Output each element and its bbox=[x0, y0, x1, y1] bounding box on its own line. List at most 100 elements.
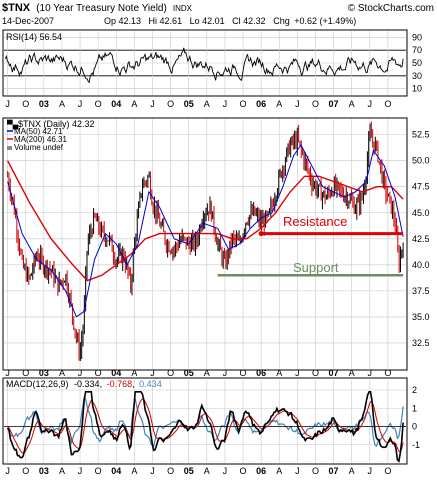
price-panel bbox=[2, 117, 408, 371]
price-tick-label: 32.5 bbox=[412, 338, 430, 348]
rsi-title: RSI(14) 56.54 bbox=[6, 32, 62, 42]
macd-x-tick-label: O bbox=[95, 466, 102, 476]
macd-x-tick-label: J bbox=[295, 466, 300, 476]
price-x-tick-label: J bbox=[5, 368, 10, 378]
resistance-start bbox=[258, 231, 264, 237]
macd-plot bbox=[4, 380, 406, 463]
ma50-line bbox=[7, 144, 404, 318]
price-x-tick-label: A bbox=[349, 368, 355, 378]
rsi-x-tick-label: J bbox=[5, 99, 10, 109]
rsi-x-tick-label: O bbox=[167, 99, 174, 109]
rsi-x-tick-label: A bbox=[131, 99, 137, 109]
price-legend: ▀▄ $TNX (Daily) 42.32 MA(50) 42.71 MA(20… bbox=[7, 119, 95, 152]
rsi-x-tick-label: 05 bbox=[184, 99, 194, 109]
macd-x-tick-label: A bbox=[276, 466, 282, 476]
rsi-x-tick-label: O bbox=[384, 99, 391, 109]
price-x-tick-label: O bbox=[384, 368, 391, 378]
rsi-x-tick-label: J bbox=[368, 99, 373, 109]
rsi-x-tick-label: 03 bbox=[39, 99, 49, 109]
macd-x-tick-label: A bbox=[204, 466, 210, 476]
svg-text:▀▄: ▀▄ bbox=[7, 119, 19, 130]
macd-tick-label: 0 bbox=[412, 422, 417, 432]
price-tick-label: 35.0 bbox=[412, 312, 430, 322]
price-x-tick-label: J bbox=[150, 368, 155, 378]
macd-x-tick-label: A bbox=[131, 466, 137, 476]
macd-x-tick-label: O bbox=[312, 466, 319, 476]
price-tick-label: 50.0 bbox=[412, 156, 430, 166]
rsi-x-tick-label: O bbox=[22, 99, 29, 109]
rsi-x-tick-label: A bbox=[59, 99, 65, 109]
macd-x-tick-label: O bbox=[167, 466, 174, 476]
macd-x-tick-label: O bbox=[240, 466, 247, 476]
price-x-tick-label: J bbox=[223, 368, 228, 378]
rsi-x-tick-label: O bbox=[95, 99, 102, 109]
price-x-tick-label: A bbox=[276, 368, 282, 378]
legend-volume: Volume undef bbox=[14, 143, 64, 152]
macd-x-tick-label: A bbox=[59, 466, 65, 476]
price-tick-label: 42.5 bbox=[412, 234, 430, 244]
price-x-tick-label: 07 bbox=[329, 368, 339, 378]
rsi-x-tick-label: 07 bbox=[329, 99, 339, 109]
macd-x-tick-label: J bbox=[223, 466, 228, 476]
rsi-x-tick-label: A bbox=[349, 99, 355, 109]
price-x-tick-label: 03 bbox=[39, 368, 49, 378]
rsi-x-tick-label: O bbox=[312, 99, 319, 109]
macd-tick-label: 2 bbox=[412, 385, 417, 395]
rsi-x-tick-label: A bbox=[276, 99, 282, 109]
macd-x-tick-label: J bbox=[78, 466, 83, 476]
macd-tick-label: 1 bbox=[412, 403, 417, 413]
price-tick-label: 52.5 bbox=[412, 130, 430, 140]
macd-x-tick-label: A bbox=[349, 466, 355, 476]
macd-x-tick-label: J bbox=[5, 466, 10, 476]
rsi-line bbox=[4, 47, 404, 84]
price-stats: Op 42.13 Hi 42.61 Lo 42.01 Cl 42.32 Chg … bbox=[104, 16, 356, 26]
price-x-tick-label: 04 bbox=[111, 368, 121, 378]
price-x-tick-label: J bbox=[368, 368, 373, 378]
legend-ma200: MA(200) 46.31 bbox=[14, 135, 67, 144]
rsi-plot bbox=[4, 31, 406, 95]
legend-ma50: MA(50) 42.71 bbox=[14, 127, 63, 136]
macd-tick-label: -1 bbox=[412, 440, 420, 450]
ma200-line bbox=[6, 160, 404, 282]
rsi-x-tick-label: J bbox=[223, 99, 228, 109]
rsi-tick-label: 50 bbox=[412, 58, 422, 68]
macd-x-tick-label: O bbox=[384, 466, 391, 476]
rsi-x-tick-label: J bbox=[150, 99, 155, 109]
support-label: Support bbox=[293, 260, 339, 275]
macd-line bbox=[6, 391, 404, 463]
rsi-tick-label: 70 bbox=[412, 45, 422, 55]
price-x-tick-label: O bbox=[22, 368, 29, 378]
price-tick-label: 40.0 bbox=[412, 260, 430, 270]
price-tick-label: 47.5 bbox=[412, 182, 430, 192]
macd-x-tick-label: 07 bbox=[329, 466, 339, 476]
price-plot bbox=[4, 119, 406, 369]
price-x-tick-label: A bbox=[204, 368, 210, 378]
price-x-tick-label: O bbox=[312, 368, 319, 378]
macd-x-tick-label: O bbox=[22, 466, 29, 476]
resistance-label: Resistance bbox=[283, 214, 347, 229]
source-credit: © StockCharts.com bbox=[348, 3, 434, 14]
legend-tnx: $TNX (Daily) 42.32 bbox=[18, 119, 95, 129]
macd-histogram-line bbox=[7, 396, 404, 448]
price-x-tick-label: 06 bbox=[256, 368, 266, 378]
rsi-x-tick-label: O bbox=[240, 99, 247, 109]
macd-x-tick-label: J bbox=[368, 466, 373, 476]
price-x-tick-label: A bbox=[59, 368, 65, 378]
symbol-title: $TNX (10 Year Treasury Note Yield) INDX bbox=[2, 2, 193, 14]
macd-x-tick-label: 03 bbox=[39, 466, 49, 476]
price-x-tick-label: J bbox=[295, 368, 300, 378]
chart-date: 14-Dec-2007 bbox=[2, 16, 54, 26]
price-tick-label: 37.5 bbox=[412, 286, 430, 296]
rsi-x-tick-label: J bbox=[78, 99, 83, 109]
macd-x-tick-label: 04 bbox=[111, 466, 121, 476]
macd-title: MACD(12,26,9) -0.334, -0.768, 0.434 bbox=[6, 379, 162, 389]
price-x-tick-label: A bbox=[131, 368, 137, 378]
macd-x-tick-label: 06 bbox=[256, 466, 266, 476]
price-x-tick-label: J bbox=[78, 368, 83, 378]
macd-x-tick-label: 05 bbox=[184, 466, 194, 476]
price-tick-label: 45.0 bbox=[412, 208, 430, 218]
price-x-tick-label: O bbox=[95, 368, 102, 378]
rsi-tick-label: 10 bbox=[412, 84, 422, 94]
rsi-x-tick-label: 04 bbox=[111, 99, 121, 109]
